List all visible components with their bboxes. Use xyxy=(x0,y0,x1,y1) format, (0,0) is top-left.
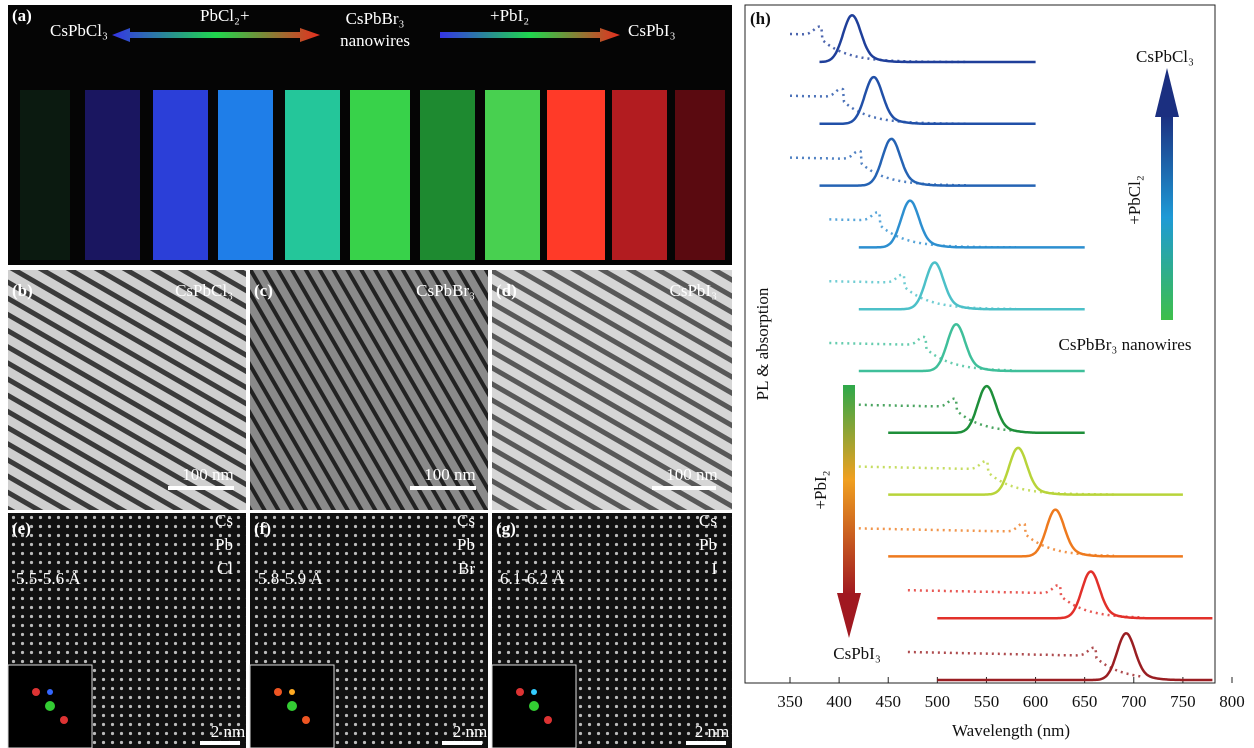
label: 750 xyxy=(1170,692,1196,711)
label: Cs xyxy=(215,511,233,530)
pl-curve xyxy=(937,572,1212,619)
label: CsPbCl₃ xyxy=(50,21,108,40)
label: 100 nm xyxy=(666,465,717,484)
vials xyxy=(20,90,725,260)
absorption-curve xyxy=(859,399,1016,431)
label: (d) xyxy=(496,281,517,300)
label: (h) xyxy=(750,9,771,28)
label: CsPbI₃ xyxy=(670,281,718,300)
label: 6.1-6.2 Å xyxy=(500,569,565,588)
label: 450 xyxy=(875,692,901,711)
pl-curve xyxy=(859,324,1085,371)
label: 650 xyxy=(1072,692,1098,711)
label: Pb xyxy=(457,535,475,554)
label: 2 nm xyxy=(453,722,487,741)
label: PbCl₂+ xyxy=(200,6,250,25)
label: nanowires xyxy=(340,31,410,50)
pl-curve xyxy=(820,77,1036,124)
label: 800 xyxy=(1219,692,1245,711)
label: (f) xyxy=(254,519,271,538)
pl-curve xyxy=(888,448,1183,495)
absorption-curve xyxy=(908,585,1144,617)
pl-curve xyxy=(859,201,1085,248)
pl-curve xyxy=(888,510,1183,557)
pl-curve xyxy=(937,633,1212,680)
label: 5.5-5.6 Å xyxy=(16,569,81,588)
label: 100 nm xyxy=(424,465,475,484)
label: Br xyxy=(458,559,475,578)
pl-curve xyxy=(820,139,1036,186)
label: (b) xyxy=(12,281,33,300)
label: I xyxy=(711,559,717,578)
pl-curve xyxy=(820,15,1036,62)
absorption-curve xyxy=(790,89,967,124)
arrow-label: +PbI₂ xyxy=(811,470,830,509)
absorption-curve xyxy=(859,461,1114,494)
label: 400 xyxy=(826,692,852,711)
label: CsPbBr₃ xyxy=(416,281,475,300)
label: +PbI₂ xyxy=(490,6,529,25)
label: (a) xyxy=(12,6,32,25)
label: 2 nm xyxy=(695,722,729,741)
label: CsPbI₃ xyxy=(628,21,676,40)
label: CsPbBr₃ nanowires xyxy=(1059,335,1192,354)
label: Cs xyxy=(457,511,475,530)
absorption-curve xyxy=(790,27,967,62)
label: 500 xyxy=(925,692,951,711)
label: (e) xyxy=(12,519,31,538)
label: (c) xyxy=(254,281,273,300)
label: 2 nm xyxy=(211,722,245,741)
label: CsPbCl₃ xyxy=(1136,47,1194,66)
label: CsPbBr₃ xyxy=(346,9,405,28)
label: Wavelength (nm) xyxy=(952,721,1070,740)
label: 600 xyxy=(1023,692,1049,711)
label: 350 xyxy=(777,692,803,711)
label: Pb xyxy=(215,535,233,554)
label: Cs xyxy=(699,511,717,530)
label: CsPbI₃ xyxy=(833,644,881,663)
y-axis-label: PL & absorption xyxy=(753,287,772,400)
label: Cl xyxy=(217,559,233,578)
label: 100 nm xyxy=(182,465,233,484)
label: (g) xyxy=(496,519,516,538)
label: 700 xyxy=(1121,692,1147,711)
label: 5.8-5.9 Å xyxy=(258,569,323,588)
absorption-curve xyxy=(829,337,1016,371)
label: CsPbCl₃ xyxy=(175,281,233,300)
figure: (a)CsPbCl₃PbCl₂+CsPbBr₃nanowires+PbI₂CsP… xyxy=(0,0,1254,748)
label: Pb xyxy=(699,535,717,554)
label: 550 xyxy=(974,692,1000,711)
arrow-label: +PbCl₂ xyxy=(1125,175,1144,225)
pl-curve xyxy=(859,263,1085,310)
